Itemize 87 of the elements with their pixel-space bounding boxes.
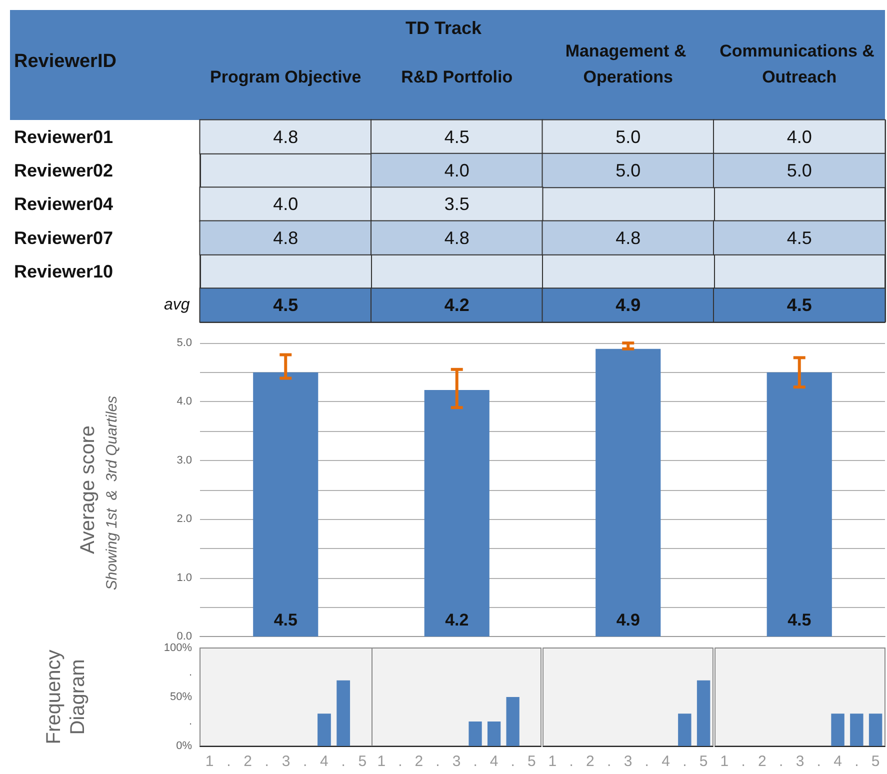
chart-title: TD Track xyxy=(405,18,482,38)
data-label: 4.2 xyxy=(444,295,470,316)
y-axis-title: ReviewerID xyxy=(14,51,116,72)
x-tick-label: 1 xyxy=(548,753,557,770)
y-tick-label: Reviewer02 xyxy=(14,160,114,180)
text: Showing 1st & 3rd Quartiles xyxy=(104,395,120,590)
data-label: 4.9 xyxy=(616,610,640,630)
x-tick-label: . xyxy=(779,753,784,770)
data-label: 4.8 xyxy=(273,228,298,248)
x-tick-label: 2 xyxy=(758,753,766,770)
bar xyxy=(596,348,661,636)
data-label: 4.0 xyxy=(273,194,298,214)
data-label: 5.0 xyxy=(616,126,641,147)
y-tick-label: 50% xyxy=(170,691,192,703)
y-tick-label: Reviewer07 xyxy=(14,228,114,248)
x-tick-label: 3 xyxy=(796,753,804,770)
x-tick-label: 5 xyxy=(527,753,536,770)
x-tick-label: . xyxy=(303,753,308,770)
x-tick-label: . xyxy=(226,753,231,770)
y-tick-label: 0% xyxy=(176,740,192,752)
data-label: 4.0 xyxy=(444,160,470,180)
y-tick-label: 3.0 xyxy=(176,454,192,466)
y-tick-label: Reviewer10 xyxy=(14,262,114,282)
x-tick-label: . xyxy=(341,753,346,770)
x-tick-label: . xyxy=(398,753,402,770)
data-label: 4.5 xyxy=(788,610,812,630)
x-tick-label: . xyxy=(569,753,574,770)
data-label: 4.0 xyxy=(786,126,812,147)
x-tick-label: . xyxy=(510,753,515,770)
y-tick-label: 4.0 xyxy=(176,396,192,408)
x-tick-label: R&D Portfolio xyxy=(401,68,513,86)
y-tick-label: . xyxy=(188,716,192,728)
x-tick-label: 1 xyxy=(205,753,214,770)
y-tick-label: 1.0 xyxy=(176,572,192,584)
x-tick-label: 3 xyxy=(282,753,290,770)
data-label: 4.2 xyxy=(445,610,469,630)
x-tick-label: . xyxy=(741,753,746,770)
x-tick-label: 2 xyxy=(586,753,594,770)
y-tick-label: 2.0 xyxy=(176,513,192,526)
x-tick-label: . xyxy=(816,753,821,770)
x-tick-label: . xyxy=(264,753,269,770)
x-tick-label: Management & Operations xyxy=(565,42,691,86)
x-tick-label: . xyxy=(682,753,687,770)
y-axis-title: Frequency Diagram xyxy=(43,650,89,744)
x-tick-label: Communications & Outreach xyxy=(720,42,880,86)
x-tick-label: 1 xyxy=(720,753,729,770)
y-tick-label: 100% xyxy=(164,642,192,654)
data-label: 4.8 xyxy=(273,126,298,147)
data-label: 4.8 xyxy=(616,228,641,248)
bar xyxy=(424,390,490,636)
data-label: 4.5 xyxy=(273,295,298,316)
y-tick-label: avg xyxy=(164,296,190,314)
x-tick-label: . xyxy=(854,753,859,770)
data-label: 4.5 xyxy=(786,228,812,248)
y-axis-title: Average score xyxy=(77,425,99,554)
x-tick-label: 4 xyxy=(662,753,670,770)
y-tick-label: Reviewer04 xyxy=(14,194,114,214)
bar xyxy=(766,372,832,636)
x-tick-label: . xyxy=(607,753,612,770)
x-tick-label: 3 xyxy=(452,753,461,770)
x-tick-label: 2 xyxy=(244,753,252,770)
bar xyxy=(253,372,318,636)
x-tick-label: 4 xyxy=(490,753,498,770)
data-label: 4.5 xyxy=(786,295,812,316)
x-tick-label: 5 xyxy=(699,753,708,770)
y-tick-label: 5.0 xyxy=(176,337,192,349)
data-label: 4.9 xyxy=(616,295,641,316)
y-tick-label: 0.0 xyxy=(176,630,192,642)
x-tick-label: . xyxy=(644,753,649,770)
data-label: 4.5 xyxy=(274,610,298,630)
data-label: 4.5 xyxy=(444,126,470,147)
data-label: 3.5 xyxy=(444,194,470,214)
x-tick-label: . xyxy=(436,753,440,770)
x-tick-label: 4 xyxy=(320,753,328,770)
data-label: 5.0 xyxy=(616,160,641,180)
x-tick-label: 2 xyxy=(414,753,424,770)
x-tick-label: 5 xyxy=(871,753,880,770)
x-tick-label: Program Objective xyxy=(210,68,362,86)
x-tick-label: . xyxy=(473,753,478,770)
x-tick-label: 4 xyxy=(834,753,842,770)
data-label: 5.0 xyxy=(786,160,812,180)
y-tick-label: . xyxy=(188,666,192,678)
x-tick-label: 5 xyxy=(358,753,367,770)
x-tick-label: 1 xyxy=(377,753,386,770)
x-tick-label: 3 xyxy=(624,753,632,770)
data-label: 4.8 xyxy=(444,228,470,248)
y-tick-label: Reviewer01 xyxy=(14,126,114,147)
